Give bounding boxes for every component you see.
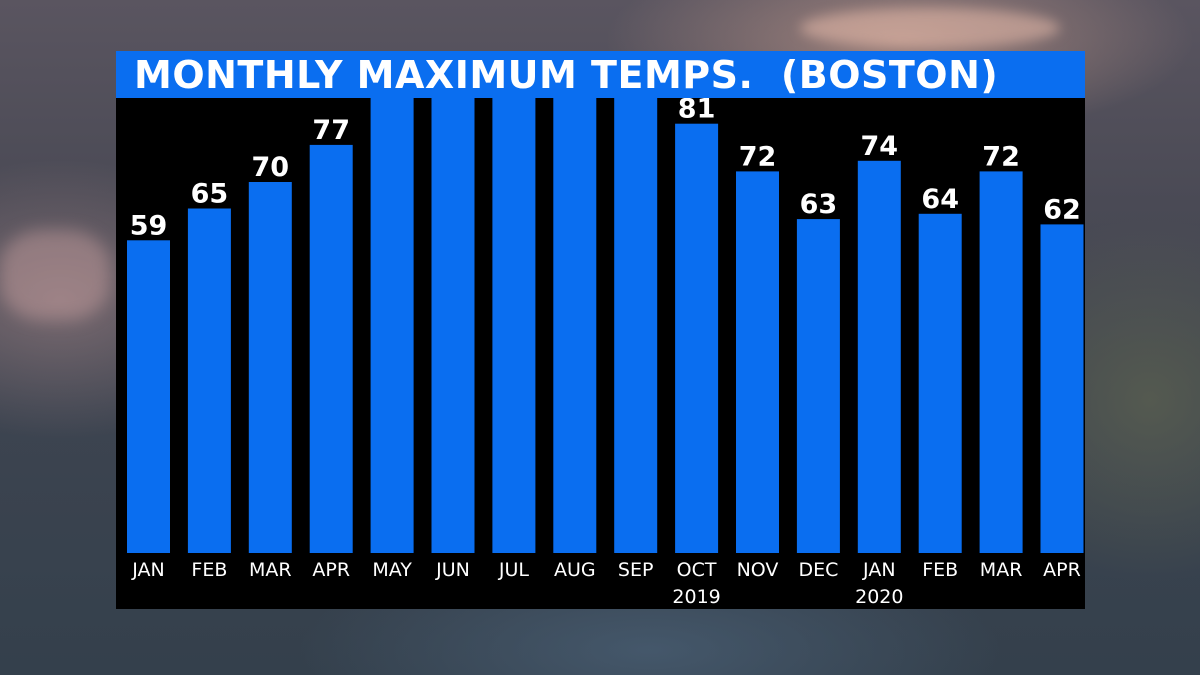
bar-sep-8 xyxy=(614,98,658,554)
bar-jan-0 xyxy=(127,240,170,554)
harbor-glow xyxy=(0,230,110,320)
bar-aug-7 xyxy=(553,98,597,553)
value-label: 62 xyxy=(1043,194,1081,225)
bar-jan-12 xyxy=(857,160,901,554)
bar-mar-2 xyxy=(248,182,292,553)
value-label: 74 xyxy=(861,131,899,162)
category-label: MAY xyxy=(372,559,412,581)
bar-mar-14 xyxy=(979,171,1023,553)
category-label: FEB xyxy=(191,559,227,581)
category-label: JUL xyxy=(498,559,530,581)
bar-apr-15 xyxy=(1040,224,1084,553)
category-label: APR xyxy=(1043,559,1081,581)
bar-dec-11 xyxy=(796,219,840,553)
category-label: AUG xyxy=(554,559,596,581)
bar-jul-6 xyxy=(492,98,536,554)
title-bar: MONTHLY MAXIMUM TEMPS. (BOSTON) xyxy=(116,51,1085,98)
category-label: APR xyxy=(312,559,350,581)
year-label-2020: 2020 xyxy=(855,586,903,608)
value-label: 72 xyxy=(982,141,1020,172)
value-label: 65 xyxy=(191,179,229,210)
category-label: FEB xyxy=(922,559,958,581)
category-label: JAN xyxy=(131,559,164,581)
river-glow xyxy=(800,8,1060,48)
value-label: 70 xyxy=(252,152,290,183)
value-label: 72 xyxy=(739,141,777,172)
value-label: 81 xyxy=(678,98,716,125)
bar-apr-3 xyxy=(309,144,353,553)
category-label: JAN xyxy=(862,559,895,581)
category-label: MAR xyxy=(980,559,1023,581)
value-label: 63 xyxy=(800,189,838,220)
bar-chart: 59JAN65FEB70MAR77APR89MAY87JUN98JUL95AUG… xyxy=(127,98,1084,608)
category-label: JUN xyxy=(435,559,470,581)
category-label: OCT xyxy=(677,559,717,581)
bar-nov-10 xyxy=(736,171,779,553)
year-label-2019: 2019 xyxy=(672,586,720,608)
bar-feb-1 xyxy=(187,208,231,553)
category-label: MAR xyxy=(249,559,292,581)
value-label: 59 xyxy=(130,210,168,241)
category-label: SEP xyxy=(618,559,654,581)
bar-oct-9 xyxy=(675,123,719,553)
bar-feb-13 xyxy=(918,213,962,554)
value-label: 64 xyxy=(921,184,959,215)
chart-title: MONTHLY MAXIMUM TEMPS. (BOSTON) xyxy=(134,52,999,97)
category-label: DEC xyxy=(798,559,838,581)
bar-jun-5 xyxy=(431,98,475,554)
bar-may-4 xyxy=(370,98,414,554)
value-label: 77 xyxy=(312,115,350,146)
category-label: NOV xyxy=(737,559,779,581)
